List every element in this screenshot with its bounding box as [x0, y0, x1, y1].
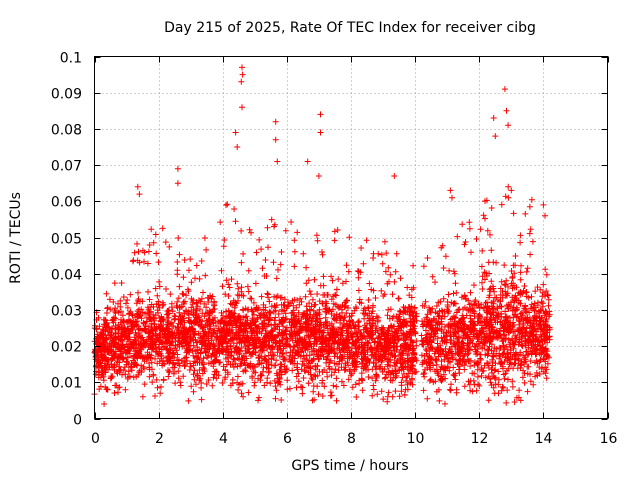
y-tick-label: 0.02: [51, 340, 82, 356]
x-tick-label: 14: [535, 431, 553, 447]
y-tick-label: 0.07: [51, 159, 82, 175]
y-tick-label: 0: [73, 413, 82, 429]
y-tick-label: 0.01: [51, 376, 82, 392]
x-tick-label: 10: [407, 431, 425, 447]
y-tick-labels: 0 0.01 0.02 0.03 0.04 0.05 0.06 0.07 0.08 0.09 0.1: [51, 51, 82, 429]
y-tick-label: 0.03: [51, 304, 82, 320]
x-tick-labels: 0 2 4 6 8 10 12 14 16: [91, 431, 617, 447]
chart-title: Day 215 of 2025, Rate Of TEC Index for r…: [164, 20, 536, 36]
x-axis-label: GPS time / hours: [291, 458, 408, 474]
roti-points: [91, 183, 553, 407]
x-tick-label: 12: [471, 431, 489, 447]
x-tick-label: 6: [283, 431, 292, 447]
data-points: [91, 64, 553, 407]
grid-lines: [94, 56, 608, 419]
roti-outlier-points: [101, 64, 548, 407]
y-axis-label: ROTI / TECUs: [8, 192, 24, 284]
y-tick-label: 0.1: [60, 51, 82, 67]
y-tick-label: 0.04: [51, 268, 82, 284]
y-tick-label: 0.06: [51, 195, 82, 211]
y-tick-label: 0.05: [51, 232, 82, 248]
axis-ticks: [94, 56, 609, 420]
y-tick-label: 0.09: [51, 87, 82, 103]
y-tick-label: 0.08: [51, 123, 82, 139]
x-tick-label: 16: [600, 431, 618, 447]
x-tick-label: 8: [347, 431, 356, 447]
x-tick-label: 2: [155, 431, 164, 447]
x-tick-label: 0: [91, 431, 100, 447]
x-tick-label: 4: [219, 431, 228, 447]
